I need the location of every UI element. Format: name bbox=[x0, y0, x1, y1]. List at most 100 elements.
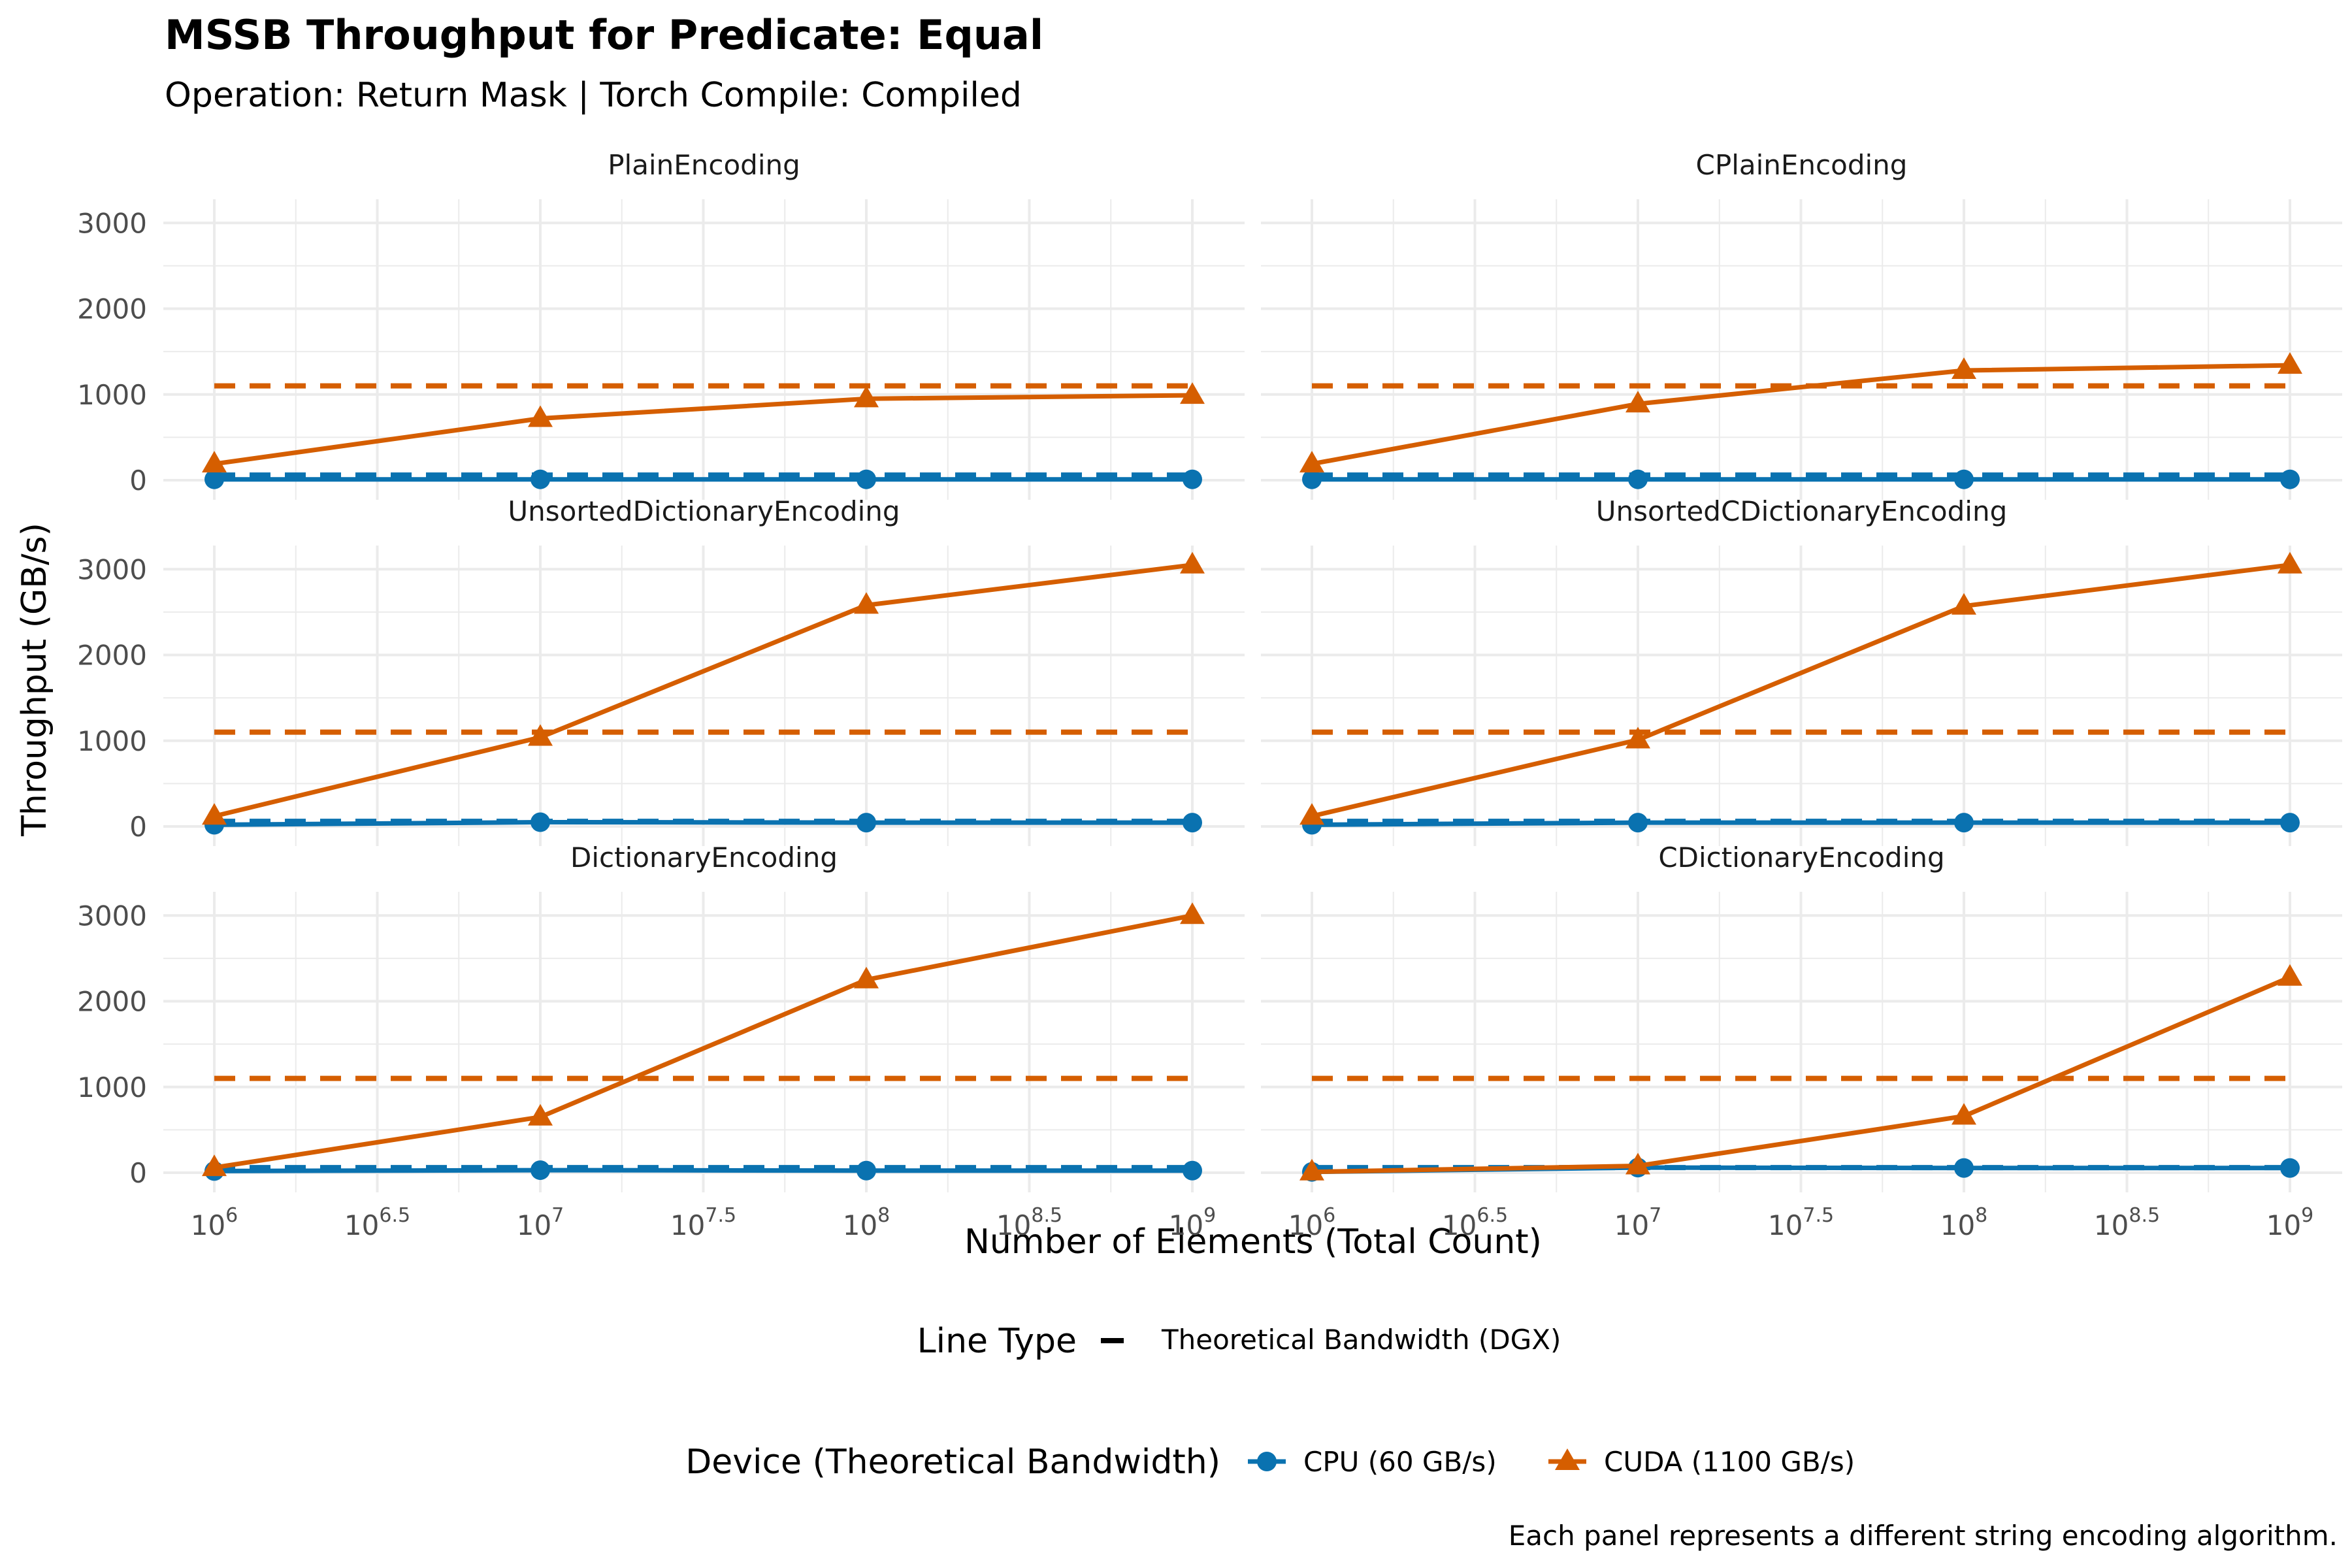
series-line-cpu-60-gb-s bbox=[1311, 820, 2290, 827]
x-tick-label: 108 bbox=[1940, 1204, 1988, 1241]
y-tick-label: 2000 bbox=[77, 986, 147, 1018]
point-cuda bbox=[1625, 727, 1650, 749]
point-cuda bbox=[202, 1154, 227, 1177]
y-tick-label: 1000 bbox=[77, 725, 147, 757]
point-cuda bbox=[854, 592, 879, 614]
series-line-cuda-1100-gb-s bbox=[214, 563, 1193, 819]
point-cuda bbox=[1625, 391, 1650, 413]
point-cpu bbox=[857, 813, 876, 833]
point-cuda bbox=[854, 966, 879, 988]
point-cpu bbox=[1954, 813, 1974, 833]
point-cpu bbox=[1954, 1158, 1974, 1178]
point-cpu bbox=[857, 469, 876, 489]
point-cpu bbox=[1302, 469, 1322, 489]
point-cuda bbox=[2278, 352, 2302, 374]
point-cuda bbox=[1299, 803, 1324, 825]
series-line-cuda-1100-gb-s bbox=[1311, 363, 2291, 466]
x-tick-label: 107 bbox=[1614, 1204, 1662, 1241]
point-cpu bbox=[1628, 813, 1648, 833]
device-legend-title: Device (Theoretical Bandwidth) bbox=[685, 1443, 1220, 1482]
x-axis-label: Number of Elements (Total Count) bbox=[964, 1222, 1542, 1262]
point-cuda bbox=[1299, 451, 1324, 473]
panel-strip-label: CDictionaryEncoding bbox=[1658, 841, 1944, 874]
point-cuda bbox=[854, 385, 879, 408]
y-tick-label: 3000 bbox=[77, 900, 147, 932]
device-legend: Device (Theoretical Bandwidth) CPU (60 G… bbox=[685, 1443, 1855, 1482]
point-cpu bbox=[1628, 469, 1648, 489]
legend-key-marker-cpu bbox=[1257, 1452, 1277, 1471]
linetype-legend: Line Type Theoretical Bandwidth (DGX) bbox=[917, 1322, 1561, 1361]
point-cpu bbox=[1183, 469, 1202, 489]
series-line-cuda-1100-gb-s bbox=[1311, 563, 2291, 819]
panel-cdictionaryencoding: CDictionaryEncoding 106 106.5 107 107.5 108 10… bbox=[1261, 841, 2342, 1241]
legend-key-marker-cuda bbox=[1555, 1448, 1580, 1470]
point-cuda bbox=[1952, 1103, 1976, 1125]
panel-plainencoding: PlainEncoding 0 1000 2000 3000 bbox=[77, 149, 1245, 500]
y-tick-label: 0 bbox=[129, 465, 147, 497]
series-line-cpu-60-gb-s bbox=[214, 819, 1192, 827]
point-cuda bbox=[528, 405, 553, 427]
panel-unsortedcdictionaryencoding: UnsortedCDictionaryEncoding bbox=[1261, 495, 2342, 846]
point-cpu bbox=[531, 469, 550, 489]
x-tick-label: 106 bbox=[1288, 1204, 1336, 1241]
panel-strip-label: UnsortedCDictionaryEncoding bbox=[1596, 495, 2007, 527]
series-line-cuda-1100-gb-s bbox=[214, 393, 1193, 466]
point-cuda bbox=[528, 1103, 553, 1126]
x-tick-label: 108.5 bbox=[996, 1204, 1062, 1241]
panel-cplainencoding: CPlainEncoding bbox=[1261, 149, 2342, 500]
point-cuda bbox=[1299, 1158, 1324, 1181]
point-cuda bbox=[2278, 551, 2302, 574]
point-cuda bbox=[1180, 902, 1205, 924]
point-cpu bbox=[2280, 813, 2300, 833]
legend-label-cuda-1100-gb-s: CUDA (1100 GB/s) bbox=[1604, 1446, 1855, 1478]
series-line-cuda-1100-gb-s bbox=[214, 913, 1193, 1170]
linetype-legend-title: Line Type bbox=[917, 1322, 1077, 1361]
point-cpu bbox=[1954, 469, 1974, 489]
y-tick-label: 3000 bbox=[77, 207, 147, 239]
x-tick-label: 107 bbox=[517, 1204, 564, 1241]
y-tick-label: 0 bbox=[129, 811, 147, 843]
panel-dictionaryencoding: DictionaryEncoding 0 1000 2000 3000 106 106.5 1… bbox=[77, 841, 1245, 1241]
y-tick-label: 0 bbox=[129, 1157, 147, 1189]
chart-title: MSSB Throughput for Predicate: Equal bbox=[165, 11, 1043, 59]
x-tick-label: 108.5 bbox=[2094, 1204, 2160, 1241]
panels: PlainEncoding 0 1000 2000 3000 CPlainEncoding… bbox=[77, 149, 2342, 1241]
x-tick-label: 107.5 bbox=[670, 1204, 736, 1241]
x-tick-label: 106.5 bbox=[1442, 1204, 1508, 1241]
point-cuda bbox=[528, 724, 553, 746]
series-line-cuda-1100-gb-s bbox=[1311, 975, 2291, 1175]
point-cuda bbox=[1180, 382, 1205, 404]
legend-label-cpu-60-gb-s: CPU (60 GB/s) bbox=[1303, 1446, 1497, 1478]
point-cpu bbox=[531, 1160, 550, 1181]
x-tick-label: 106 bbox=[191, 1204, 238, 1241]
point-cuda bbox=[202, 451, 227, 473]
y-axis-label: Throughput (GB/s) bbox=[15, 523, 54, 837]
chart-caption: Each panel represents a different string… bbox=[1509, 1520, 2338, 1552]
panel-strip-label: UnsortedDictionaryEncoding bbox=[508, 495, 900, 527]
y-tick-label: 1000 bbox=[77, 1071, 147, 1103]
panel-strip-label: DictionaryEncoding bbox=[570, 841, 838, 874]
point-cuda bbox=[1952, 593, 1976, 615]
point-cuda bbox=[1625, 1152, 1650, 1175]
x-tick-label: 109 bbox=[2266, 1204, 2314, 1241]
point-cuda bbox=[1180, 551, 1205, 574]
y-tick-label: 2000 bbox=[77, 640, 147, 672]
point-cuda bbox=[202, 803, 227, 825]
point-cuda bbox=[2278, 964, 2302, 986]
point-cpu bbox=[2280, 469, 2300, 489]
y-tick-label: 3000 bbox=[77, 553, 147, 585]
point-cpu bbox=[1183, 1160, 1202, 1181]
x-tick-label: 108 bbox=[843, 1204, 890, 1241]
y-tick-label: 1000 bbox=[77, 379, 147, 411]
series-line-cpu-60-gb-s bbox=[214, 1168, 1192, 1173]
point-cpu bbox=[204, 469, 224, 489]
panel-strip-label: CPlainEncoding bbox=[1696, 149, 1908, 181]
y-tick-label: 2000 bbox=[77, 293, 147, 325]
x-tick-label: 106.5 bbox=[344, 1204, 410, 1241]
point-cpu bbox=[531, 812, 550, 832]
point-cuda bbox=[1952, 357, 1976, 379]
point-cpu bbox=[857, 1160, 876, 1181]
chart-subtitle: Operation: Return Mask | Torch Compile: … bbox=[165, 76, 1022, 115]
panel-unsorteddictionaryencoding: UnsortedDictionaryEncoding 0 1000 2000 3000 bbox=[77, 495, 1245, 846]
